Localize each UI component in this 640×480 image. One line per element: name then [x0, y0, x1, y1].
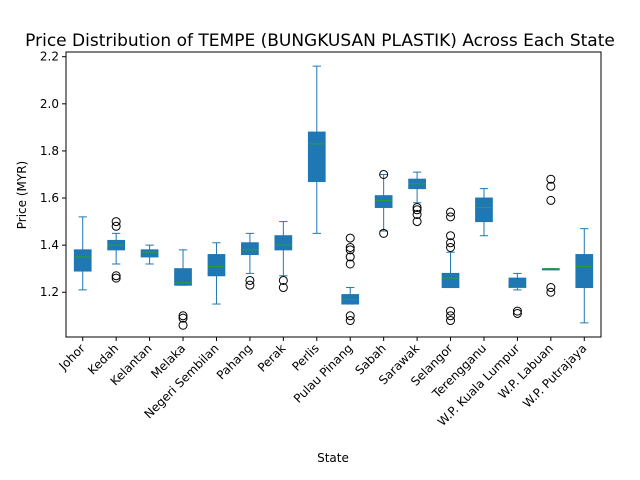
outlier-point: [379, 228, 389, 238]
outlier-point: [111, 221, 121, 231]
box-group: [274, 221, 293, 293]
outlier-point: [412, 202, 422, 212]
box-group: [374, 169, 393, 238]
box-iqr: [207, 254, 226, 277]
box-group: [508, 272, 527, 318]
outlier-point: [546, 287, 556, 297]
x-tick-label: Pahang: [214, 341, 255, 382]
y-tick-label: 2.0: [40, 97, 59, 111]
outlier-point: [111, 273, 121, 283]
box-group: [140, 244, 159, 265]
box-iqr: [374, 195, 393, 208]
outlier-point: [345, 252, 355, 262]
outlier-point: [379, 169, 389, 179]
outlier-point: [111, 217, 121, 227]
y-axis: 1.2 1.4 1.6 1.8 2.0 2.2: [40, 50, 66, 299]
y-axis-label: Price (MYR): [15, 161, 29, 229]
outlier-point: [245, 275, 255, 285]
outlier-point: [546, 283, 556, 293]
box-group: [341, 233, 360, 326]
outlier-point: [546, 181, 556, 191]
outlier-point: [512, 308, 522, 318]
box-group: [541, 174, 560, 297]
box-group: [307, 65, 326, 234]
plot-area-frame: [65, 51, 602, 338]
outlier-point: [446, 306, 456, 316]
box-group: [241, 232, 259, 290]
y-tick-label: 1.4: [40, 238, 59, 252]
outlier-point: [446, 231, 456, 241]
x-tick-label: Perak: [255, 341, 289, 375]
box-group: [408, 171, 426, 227]
y-tick-label: 1.2: [40, 285, 59, 299]
box-group: [207, 242, 226, 305]
outlier-point: [278, 275, 288, 285]
outlier-point: [345, 245, 355, 255]
box-group: [174, 249, 192, 330]
outlier-point: [178, 320, 188, 330]
outlier-point: [446, 242, 456, 252]
chart-title: Price Distribution of TEMPE (BUNGKUSAN P…: [25, 31, 615, 51]
outlier-point: [111, 271, 121, 281]
box-iqr: [241, 242, 259, 256]
outlier-point: [446, 316, 456, 326]
y-tick-label: 1.6: [40, 191, 59, 205]
box-iqr: [174, 268, 192, 286]
outlier-point: [345, 316, 355, 326]
outlier-point: [345, 233, 355, 243]
y-tick-label: 2.2: [40, 50, 59, 64]
x-tick-label: Pulau Pinang: [291, 341, 356, 406]
outlier-point: [446, 311, 456, 321]
outlier-point: [412, 205, 422, 215]
box-iqr: [73, 249, 92, 272]
y-tick-label: 1.8: [40, 144, 59, 158]
x-tick-label: Johor: [55, 341, 87, 373]
outlier-point: [546, 174, 556, 184]
box-iqr: [575, 254, 594, 289]
outlier-point: [178, 313, 188, 323]
box-iqr: [307, 131, 326, 183]
box-group: [73, 216, 92, 291]
outlier-point: [412, 217, 422, 227]
box-group: [441, 207, 460, 326]
plot-marks: [73, 65, 594, 330]
outlier-point: [345, 259, 355, 269]
box-iqr: [475, 197, 493, 223]
outlier-point: [178, 311, 188, 321]
outlier-point: [278, 283, 288, 293]
x-axis-label: State: [317, 451, 349, 465]
box-iqr: [274, 235, 293, 251]
outlier-point: [345, 311, 355, 321]
outlier-point: [512, 306, 522, 316]
box-iqr: [140, 249, 159, 258]
outlier-point: [446, 207, 456, 217]
box-group: [107, 217, 126, 283]
outlier-point: [345, 242, 355, 252]
box-iqr: [508, 277, 527, 289]
outlier-point: [412, 210, 422, 220]
outlier-point: [245, 280, 255, 290]
outlier-point: [446, 212, 456, 222]
outlier-point: [446, 238, 456, 248]
box-group: [475, 188, 493, 237]
box-iqr: [441, 272, 460, 289]
box-group: [575, 228, 594, 324]
outlier-point: [546, 195, 556, 205]
